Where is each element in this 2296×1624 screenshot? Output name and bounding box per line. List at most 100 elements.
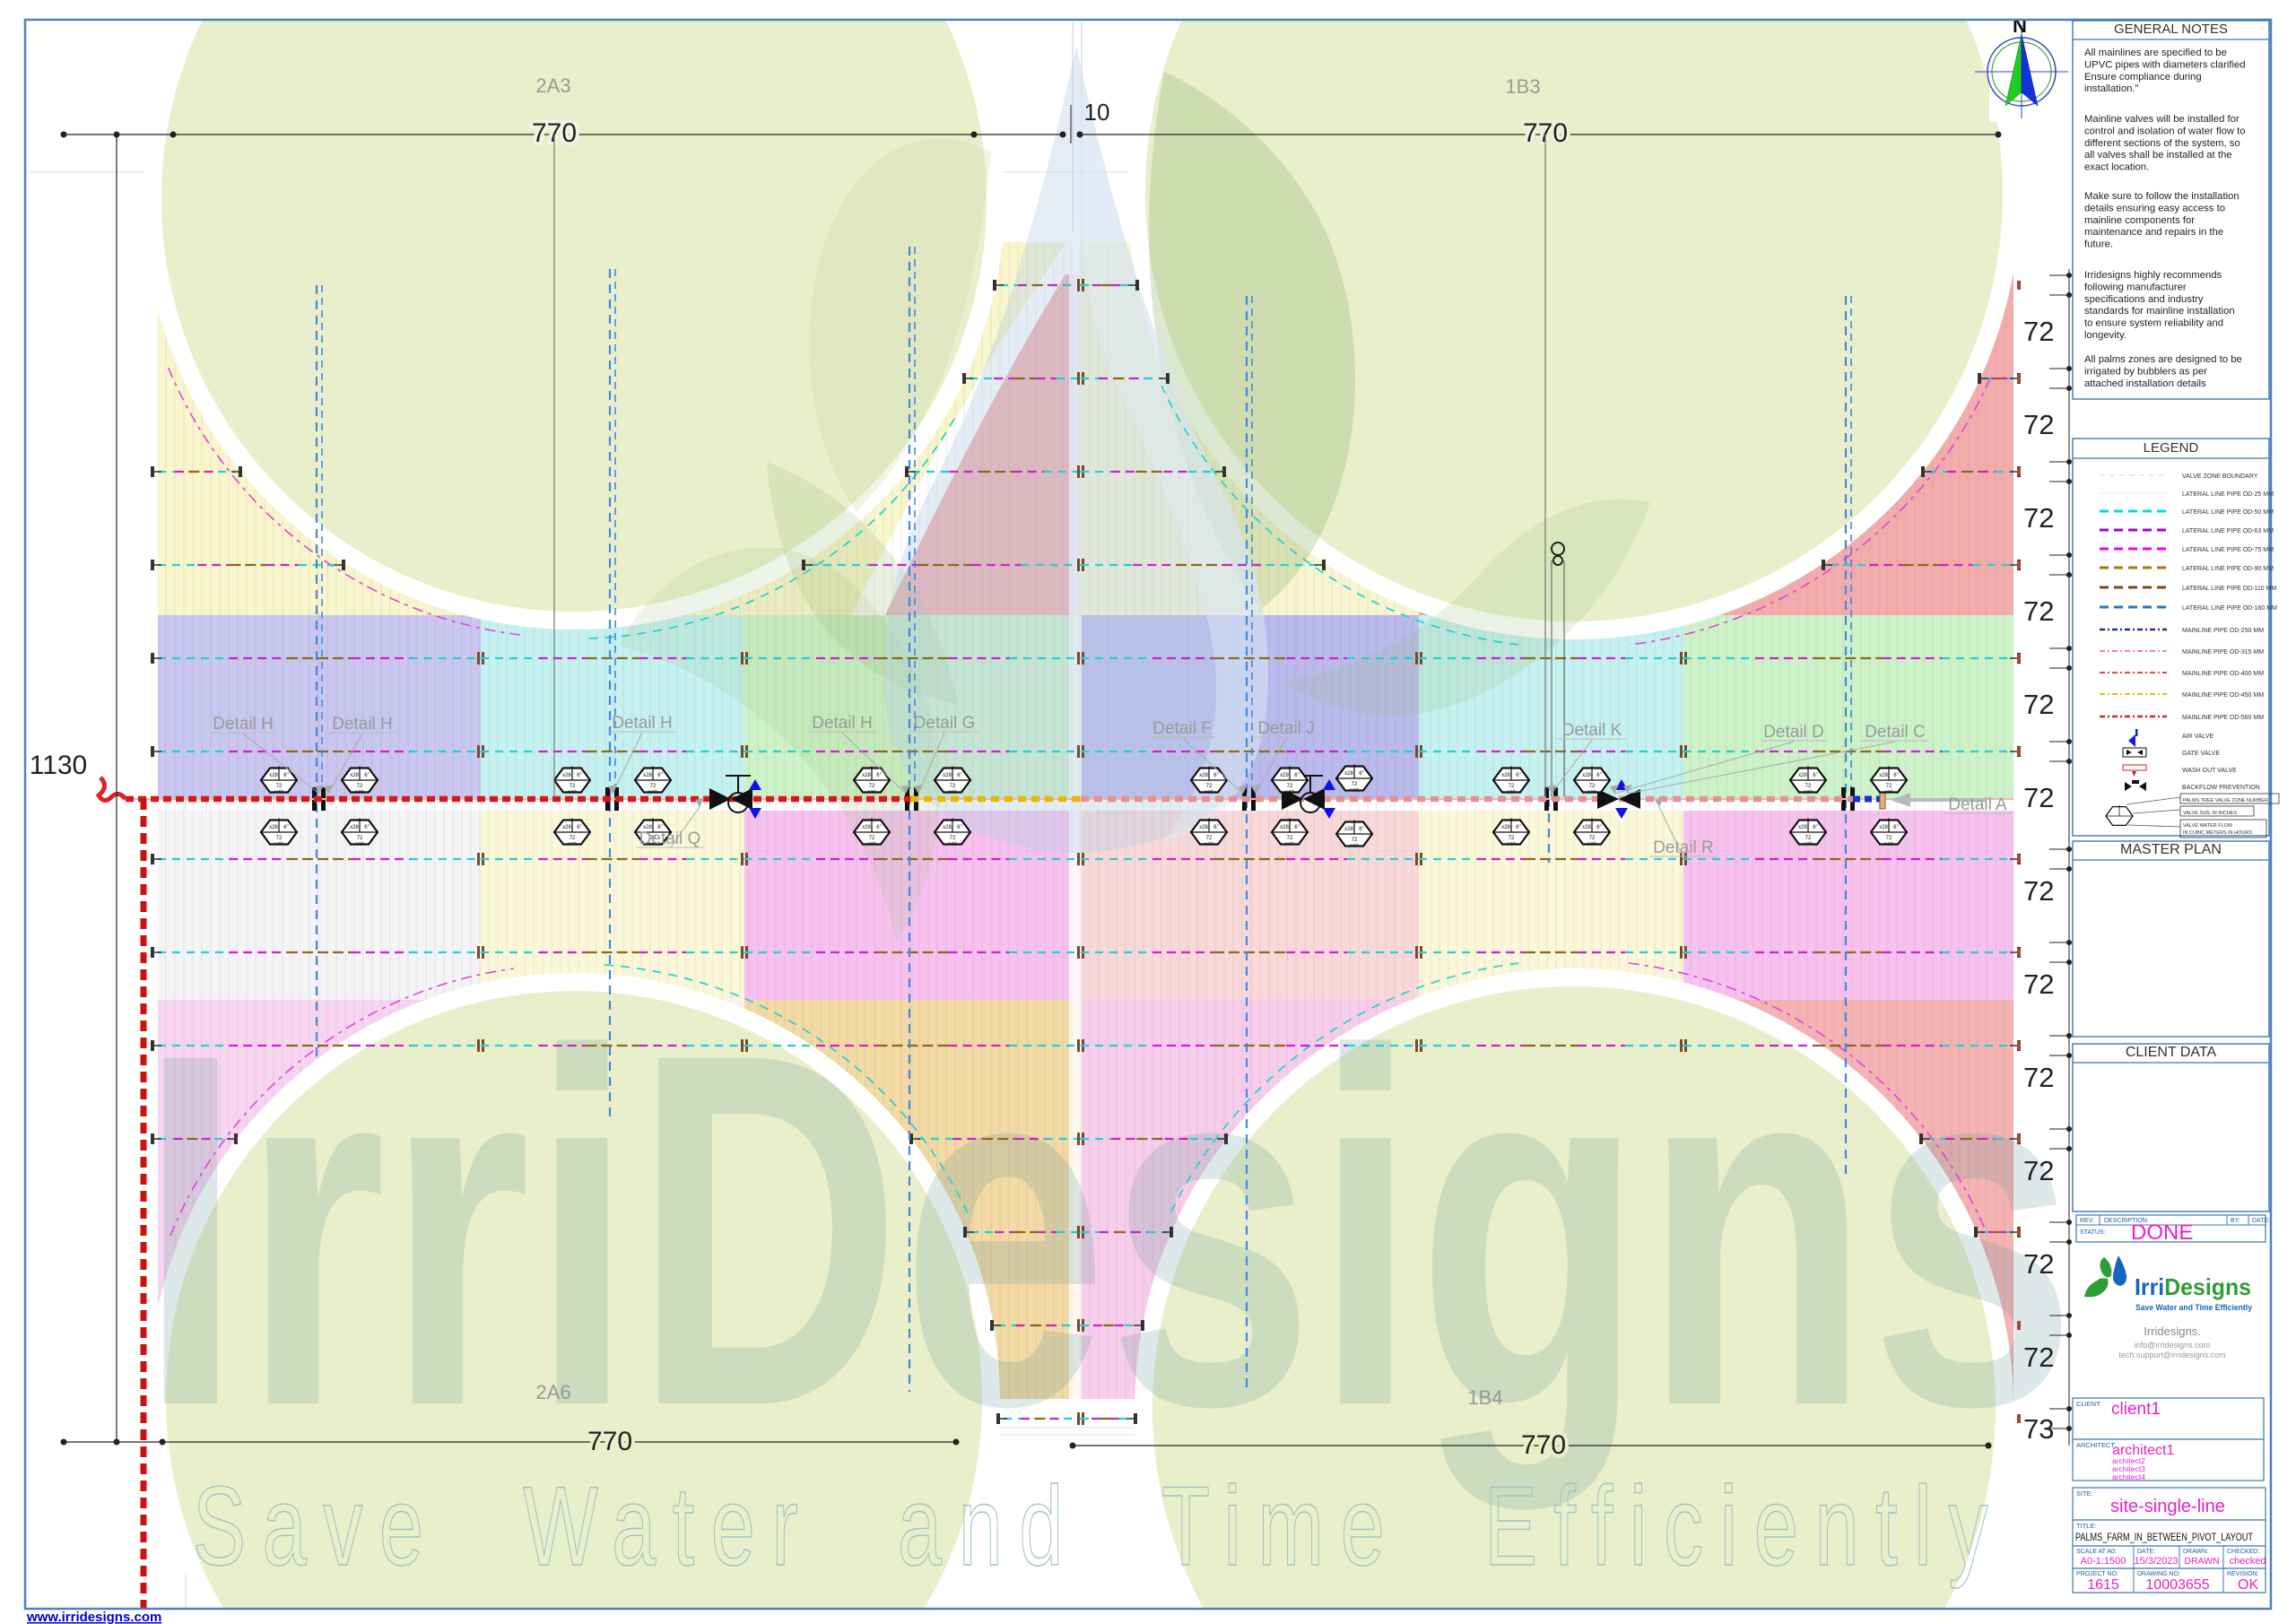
svg-text:6": 6"	[876, 825, 881, 830]
svg-text:MAINLINE PIPE OD-400 MM: MAINLINE PIPE OD-400 MM	[2182, 671, 2264, 677]
svg-text:72: 72	[2023, 409, 2054, 440]
svg-text:info@irridesigns.com: info@irridesigns.com	[2135, 1341, 2210, 1350]
svg-text:All palms zones are designed t: All palms zones are designed to be	[2084, 354, 2242, 365]
svg-text:1B3: 1B3	[1505, 75, 1540, 98]
svg-text:6": 6"	[1359, 827, 1363, 832]
svg-text:72: 72	[650, 784, 657, 789]
svg-text:m3/h: m3/h	[1285, 841, 1295, 846]
svg-text:6": 6"	[283, 825, 288, 830]
svg-text:m3/h: m3/h	[1804, 789, 1813, 794]
svg-text:72: 72	[1886, 784, 1892, 789]
svg-text:Detail F: Detail F	[1152, 719, 1211, 738]
svg-text:IrriDesigns: IrriDesigns	[139, 949, 2076, 1514]
svg-text:site-single-line: site-single-line	[2110, 1497, 2225, 1516]
svg-text:different sections of the syst: different sections of the system, so	[2084, 138, 2240, 149]
svg-text:x28: x28	[562, 825, 571, 830]
svg-text:VALVE SIZE IN INCHES: VALVE SIZE IN INCHES	[2183, 811, 2237, 816]
svg-text:www.irridesigns.com: www.irridesigns.com	[26, 1610, 161, 1624]
svg-text:72: 72	[2023, 1155, 2054, 1186]
svg-text:72: 72	[950, 784, 956, 789]
svg-text:m3/h: m3/h	[355, 841, 365, 846]
svg-text:standards for mainline install: standards for mainline installation	[2084, 306, 2235, 317]
svg-text:MAINLINE PIPE OD-450 MM: MAINLINE PIPE OD-450 MM	[2182, 692, 2264, 699]
svg-text:72: 72	[1589, 784, 1596, 789]
svg-text:Detail K: Detail K	[1562, 721, 1622, 740]
svg-text:LATERAL LINE PIPE OD-63 MM: LATERAL LINE PIPE OD-63 MM	[2182, 528, 2274, 534]
svg-text:attached installation details: attached installation details	[2084, 378, 2206, 389]
svg-text:STATUS:: STATUS:	[2080, 1229, 2106, 1236]
svg-text:m3/h: m3/h	[1350, 787, 1360, 792]
svg-text:72: 72	[2023, 316, 2054, 347]
svg-text:m3/h: m3/h	[1350, 843, 1360, 847]
svg-text:x28: x28	[1501, 773, 1510, 778]
svg-text:m3/h: m3/h	[355, 789, 365, 794]
svg-text:TITLE:: TITLE:	[2076, 1522, 2097, 1530]
svg-text:x28: x28	[862, 825, 871, 830]
svg-text:6": 6"	[1893, 825, 1898, 830]
svg-text:72: 72	[2023, 502, 2054, 534]
svg-text:x28: x28	[1798, 773, 1807, 778]
svg-text:Detail J: Detail J	[1257, 719, 1314, 738]
svg-text:MAINLINE PIPE OD-250 MM: MAINLINE PIPE OD-250 MM	[2182, 628, 2264, 634]
svg-text:LEGEND: LEGEND	[2144, 440, 2199, 456]
svg-text:72: 72	[1589, 836, 1596, 841]
svg-text:UPVC pipes with diameters clar: UPVC pipes with diameters clarified	[2084, 59, 2246, 70]
svg-text:72: 72	[1287, 836, 1293, 841]
svg-text:1130: 1130	[30, 751, 88, 780]
svg-text:72: 72	[2023, 689, 2054, 720]
svg-text:m3/h: m3/h	[1587, 789, 1597, 794]
svg-text:Irridesigns.: Irridesigns.	[2144, 1324, 2201, 1338]
svg-text:DRAWN:: DRAWN:	[2183, 1549, 2208, 1555]
svg-text:770: 770	[587, 1427, 632, 1456]
svg-text:longevity.: longevity.	[2084, 330, 2126, 341]
svg-text:72: 72	[1886, 836, 1892, 841]
svg-text:maintenance and repairs in the: maintenance and repairs in the	[2084, 227, 2223, 238]
svg-text:PROJECT NO:: PROJECT NO:	[2076, 1571, 2118, 1577]
svg-text:following manufacturer: following manufacturer	[2084, 282, 2187, 292]
svg-text:72: 72	[2023, 1062, 2054, 1093]
svg-text:6": 6"	[1516, 773, 1520, 778]
svg-text:x28: x28	[643, 773, 652, 778]
svg-text:72: 72	[357, 784, 363, 789]
svg-text:Make sure to follow the instal: Make sure to follow the installation	[2084, 191, 2239, 202]
svg-text:1615: 1615	[2087, 1577, 2119, 1593]
svg-text:6": 6"	[1213, 773, 1218, 778]
svg-text:72: 72	[2023, 875, 2054, 907]
svg-text:1B4: 1B4	[1467, 1386, 1502, 1409]
svg-text:6": 6"	[364, 825, 369, 830]
svg-text:Irridesigns highly recommends: Irridesigns highly recommends	[2084, 270, 2222, 281]
svg-text:tech.support@irridesigns.com: tech.support@irridesigns.com	[2118, 1350, 2225, 1359]
svg-text:x28: x28	[350, 773, 359, 778]
svg-text:72: 72	[869, 836, 875, 841]
svg-text:LATERAL LINE PIPE OD-160 MM: LATERAL LINE PIPE OD-160 MM	[2182, 605, 2277, 612]
svg-text:client1: client1	[2111, 1400, 2161, 1419]
svg-text:m3/h: m3/h	[1507, 789, 1517, 794]
svg-text:m3/h: m3/h	[1205, 789, 1214, 794]
svg-text:x28: x28	[1344, 771, 1353, 777]
svg-text:6": 6"	[1516, 825, 1520, 830]
svg-text:REVISION:: REVISION:	[2227, 1571, 2258, 1577]
svg-text:m3/h: m3/h	[274, 789, 284, 794]
svg-text:DRAWN: DRAWN	[2184, 1556, 2219, 1567]
svg-text:x28: x28	[269, 773, 278, 778]
svg-text:72: 72	[1206, 784, 1213, 789]
svg-text:mainline components for: mainline components for	[2084, 215, 2195, 226]
svg-text:LATERAL LINE PIPE OD-110 MM: LATERAL LINE PIPE OD-110 MM	[2182, 586, 2276, 592]
svg-text:LATERAL LINE PIPE OD-25 MM: LATERAL LINE PIPE OD-25 MM	[2182, 491, 2274, 498]
svg-text:DRAWING NO:: DRAWING NO:	[2137, 1571, 2180, 1577]
svg-text:6": 6"	[283, 773, 288, 778]
svg-text:installation.": installation."	[2084, 83, 2139, 94]
svg-text:72: 72	[1352, 782, 1358, 787]
svg-text:x28: x28	[1199, 825, 1208, 830]
svg-text:x28: x28	[269, 825, 278, 830]
svg-text:Detail D: Detail D	[1763, 723, 1824, 742]
svg-text:x28: x28	[1879, 825, 1888, 830]
svg-text:6": 6"	[1213, 825, 1218, 830]
svg-text:6": 6"	[1813, 773, 1817, 778]
svg-text:Detail G: Detail G	[914, 714, 976, 733]
svg-text:m3/h: m3/h	[867, 841, 877, 846]
svg-text:Detail R: Detail R	[1653, 838, 1714, 857]
svg-text:OK: OK	[2238, 1577, 2258, 1593]
svg-text:PALMS_FARM_IN_BETWEEN_PIVOT_LA: PALMS_FARM_IN_BETWEEN_PIVOT_LAYOUT	[2075, 1533, 2253, 1543]
svg-text:DESCRIPTION:: DESCRIPTION:	[2104, 1218, 2149, 1224]
